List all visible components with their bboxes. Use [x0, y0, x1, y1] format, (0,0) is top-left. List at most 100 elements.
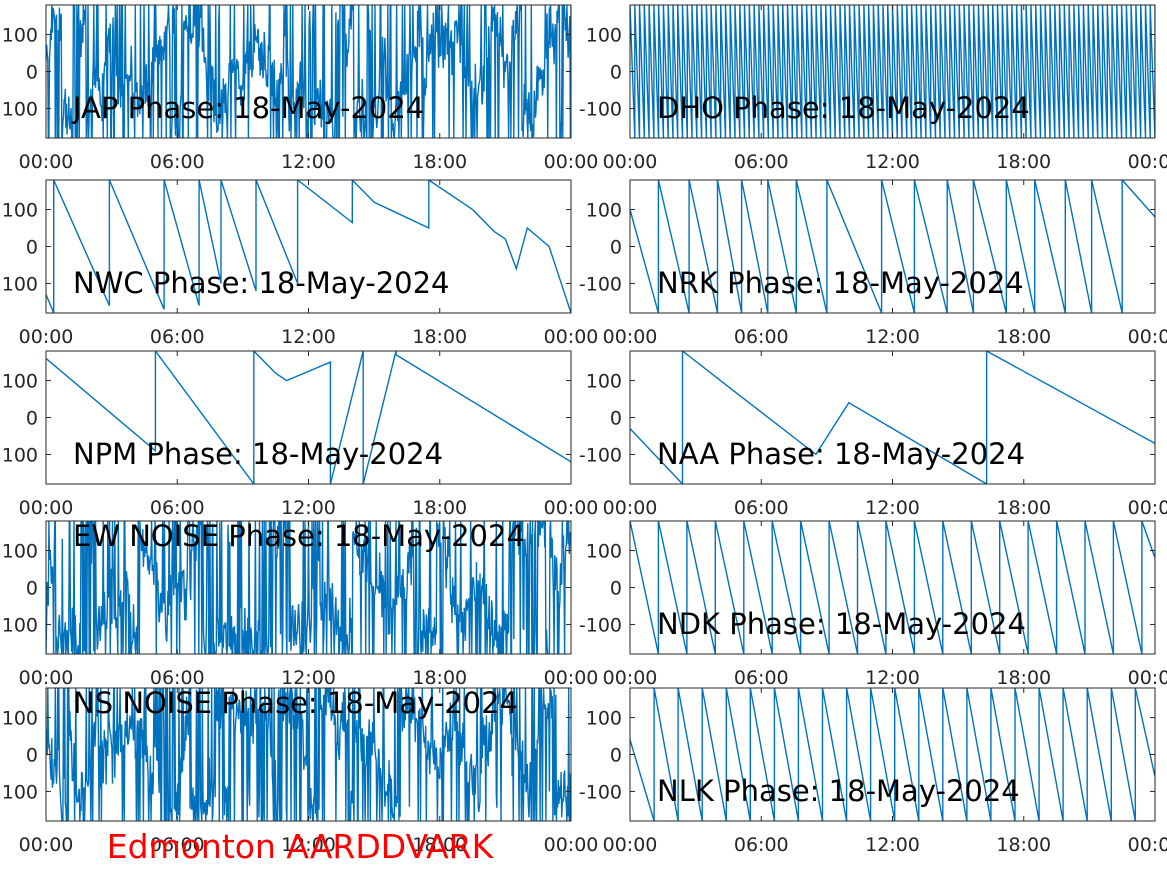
x-tick-label: 00:00: [19, 834, 74, 856]
plot-area: [46, 180, 571, 313]
x-tick-label: 00:00: [603, 667, 658, 689]
series-line: [630, 688, 1155, 821]
chart-panel-7: 00:00 06:00 12:00 18:00 00:00 100 0 100 EW NOISE…: [2, 519, 599, 689]
x-tick-label: 00:00: [19, 151, 74, 173]
series-line: [630, 351, 1155, 484]
y-tick-label: 100: [2, 98, 38, 120]
x-tick-label: 00:00: [1128, 834, 1167, 856]
x-tick-label: 00:00: [544, 151, 599, 173]
panel-title: NLK Phase: 18-May-2024: [657, 774, 1020, 808]
y-tick-label: 100: [2, 200, 38, 222]
y-tick-label: 100: [586, 200, 622, 222]
x-tick-label: 00:00: [603, 326, 658, 348]
x-tick-label: 00:00: [544, 497, 599, 519]
y-tick-label: 100: [2, 541, 38, 563]
x-tick-label: 18:00: [412, 667, 467, 689]
y-tick-label: -100: [579, 98, 622, 120]
series-line: [46, 521, 571, 654]
x-tick-label: 00:00: [544, 326, 599, 348]
panel-title: NDK Phase: 18-May-2024: [657, 607, 1026, 641]
x-tick-label: 00:00: [1128, 667, 1167, 689]
x-tick-label: 06:00: [734, 667, 789, 689]
x-tick-label: 12:00: [865, 667, 920, 689]
x-tick-label: 00:00: [1128, 326, 1167, 348]
x-tick-label: 00:00: [603, 834, 658, 856]
x-tick-label: 18:00: [412, 834, 467, 856]
y-tick-label: 0: [610, 237, 622, 259]
y-tick-label: 100: [586, 371, 622, 393]
x-tick-label: 12:00: [865, 326, 920, 348]
x-tick-label: 06:00: [150, 151, 205, 173]
x-tick-label: 06:00: [150, 497, 205, 519]
x-tick-label: 00:00: [19, 326, 74, 348]
y-tick-label: 100: [2, 614, 38, 636]
chart-panel-3: 00:00 06:00 12:00 18:00 00:00 100 0 100 NWC Phas…: [2, 179, 599, 348]
series-line: [46, 180, 571, 313]
x-tick-label: 12:00: [281, 326, 336, 348]
series-line: [46, 351, 571, 484]
x-tick-label: 00:00: [19, 667, 74, 689]
y-tick-label: 100: [2, 708, 38, 730]
x-tick-label: 12:00: [281, 151, 336, 173]
y-tick-label: 100: [2, 444, 38, 466]
y-tick-label: 0: [26, 745, 38, 767]
x-tick-label: 18:00: [412, 497, 467, 519]
y-tick-label: 100: [2, 371, 38, 393]
y-tick-label: 0: [610, 745, 622, 767]
x-tick-label: 12:00: [865, 834, 920, 856]
x-tick-label: 12:00: [281, 667, 336, 689]
y-tick-label: 0: [610, 578, 622, 600]
panel-title: EW NOISE Phase: 18-May-2024: [73, 519, 525, 553]
panel-title: NAA Phase: 18-May-2024: [657, 437, 1025, 471]
chart-panel-4: 00:00 06:00 12:00 18:00 00:00 100 0 -100 NRK Pha…: [579, 179, 1167, 348]
series-line: [46, 5, 571, 138]
chart-panel-6: 00:00 06:00 12:00 18:00 00:00 100 0 -100 NAA Pha…: [579, 350, 1167, 519]
x-tick-label: 06:00: [150, 834, 205, 856]
panel-title: NWC Phase: 18-May-2024: [73, 266, 450, 300]
y-tick-label: 0: [26, 578, 38, 600]
chart-panel-8: 00:00 06:00 12:00 18:00 00:00 100 0 -100 NDK Pha…: [579, 520, 1167, 689]
y-tick-label: 0: [610, 408, 622, 430]
x-tick-label: 00:00: [19, 497, 74, 519]
x-tick-label: 00:00: [603, 497, 658, 519]
chart-panel-5: 00:00 06:00 12:00 18:00 00:00 100 0 100 NPM Phas…: [2, 350, 599, 519]
y-tick-label: -100: [579, 614, 622, 636]
y-tick-label: -100: [579, 273, 622, 295]
x-tick-label: 12:00: [865, 497, 920, 519]
x-tick-label: 18:00: [996, 667, 1051, 689]
x-tick-label: 00:00: [603, 151, 658, 173]
series-line: [46, 688, 571, 821]
x-tick-label: 18:00: [412, 326, 467, 348]
panel-title: NRK Phase: 18-May-2024: [657, 266, 1024, 300]
x-tick-label: 00:00: [1128, 497, 1167, 519]
panel-title: JAP Phase: 18-May-2024: [71, 91, 424, 125]
x-tick-label: 18:00: [412, 151, 467, 173]
plot-area: [630, 351, 1155, 484]
series-line: [630, 521, 1155, 654]
x-tick-label: 12:00: [281, 834, 336, 856]
y-tick-label: 100: [586, 541, 622, 563]
x-tick-label: 06:00: [150, 326, 205, 348]
y-tick-label: 0: [26, 62, 38, 84]
x-tick-label: 12:00: [281, 497, 336, 519]
x-tick-label: 06:00: [734, 497, 789, 519]
chart-panel-2: 00:00 06:00 12:00 18:00 00:00 100 0 -100 DHO Pha…: [579, 4, 1167, 173]
x-tick-label: 00:00: [1128, 151, 1167, 173]
plot-area: [630, 521, 1155, 654]
x-tick-label: 00:00: [544, 667, 599, 689]
chart-panel-10: 00:00 06:00 12:00 18:00 00:00 100 0 -100 NLK Pha…: [579, 687, 1167, 856]
chart-panel-1: 00:00 06:00 12:00 18:00 00:00 100 0 100 JAP Phas…: [2, 4, 599, 173]
x-tick-label: 18:00: [996, 151, 1051, 173]
y-tick-label: 0: [610, 62, 622, 84]
figure-footer-label: Edmonton AARDDVARK: [107, 827, 495, 866]
panel-title: DHO Phase: 18-May-2024: [657, 91, 1030, 125]
y-tick-label: 0: [26, 237, 38, 259]
panel-title: NPM Phase: 18-May-2024: [73, 437, 443, 471]
x-tick-label: 06:00: [734, 326, 789, 348]
y-tick-label: 100: [586, 708, 622, 730]
x-tick-label: 18:00: [996, 497, 1051, 519]
y-tick-label: 100: [2, 273, 38, 295]
y-tick-label: 0: [26, 408, 38, 430]
x-tick-label: 06:00: [734, 834, 789, 856]
series-line: [630, 180, 1155, 313]
